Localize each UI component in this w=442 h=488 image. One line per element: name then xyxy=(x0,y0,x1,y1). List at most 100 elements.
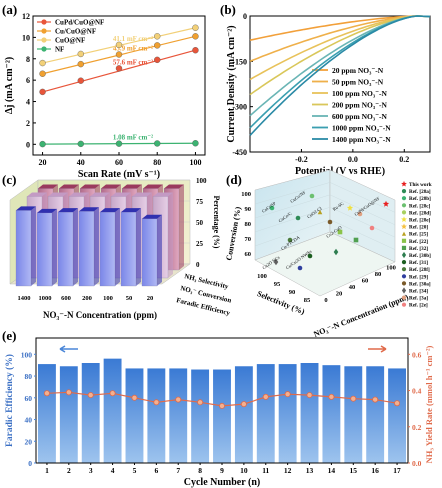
panel-a: (a) 20 40 60 80 100 0 2 4 6 8 10 12 Scan Rate (mV s⁻¹… xyxy=(2,2,206,180)
yield-point xyxy=(87,392,94,399)
legend-marker xyxy=(401,231,407,236)
legend-marker xyxy=(401,216,407,222)
conversion-axis-label: Conversion (%) xyxy=(224,206,242,262)
x-tick-label: 4 xyxy=(111,466,115,475)
x-tick-label: 5 xyxy=(133,466,137,475)
fe-bar xyxy=(213,369,231,463)
yield-point xyxy=(350,395,357,402)
legend-marker xyxy=(401,203,407,208)
legend-marker xyxy=(41,46,47,52)
panel-c: (c) 0 25 50 75 100 Percentage (%) 1400 1000 600 20… xyxy=(2,172,232,320)
legend-label: Cu/CuO@NF xyxy=(55,28,96,36)
fe-bar xyxy=(59,366,78,463)
z-tick-label: 50 xyxy=(196,219,204,227)
bar-3d-side xyxy=(136,208,141,286)
left-axis-arrow xyxy=(59,345,78,353)
concentration-tick-label: 20 xyxy=(336,291,343,298)
legend-label: 1400 ppm NO₃⁻-N xyxy=(332,135,391,144)
data-point xyxy=(327,219,333,225)
legend-marker xyxy=(401,295,407,300)
bar-3d-top xyxy=(122,184,142,189)
floor xyxy=(254,231,396,297)
y-tick-label: 100 xyxy=(21,350,33,359)
y-tick-label: 0 xyxy=(26,140,30,149)
legend-marker xyxy=(401,260,407,265)
z-tick-label: 75 xyxy=(196,198,204,206)
legend-label: CuPd/CuO@NF xyxy=(55,19,104,27)
bar-3d-side xyxy=(94,207,99,286)
y-tick-label: 60 xyxy=(25,394,33,403)
data-point xyxy=(269,205,275,211)
data-point xyxy=(192,140,199,147)
bar-3d-side xyxy=(168,192,173,278)
fe-bar xyxy=(234,366,253,463)
legend-label: 50 ppm NO₃⁻-N xyxy=(332,78,384,87)
data-point xyxy=(39,88,46,96)
data-point xyxy=(77,140,84,148)
grid-line xyxy=(329,207,396,238)
legend-label: Ref. [28d] xyxy=(409,210,431,216)
point-label: Ru-SC xyxy=(332,201,345,212)
legend-marker xyxy=(401,267,407,272)
data-point xyxy=(357,211,363,217)
slope-annotation: 43.9 mF cm⁻² xyxy=(113,44,153,52)
legend-label: 20 ppm NO₃⁻-N xyxy=(332,66,384,75)
yield-point xyxy=(175,396,182,403)
y2-tick-label: 0.4 xyxy=(412,387,422,396)
grid-line xyxy=(254,194,331,219)
x-tick-label: 7 xyxy=(176,466,180,475)
y-tick-label: 20 xyxy=(25,437,33,446)
lsv-curve xyxy=(249,15,431,63)
bar-3d-top xyxy=(69,192,89,197)
concentration-tick-label: 100 xyxy=(386,265,396,272)
x-tick-label: 50 xyxy=(126,295,133,302)
data-point xyxy=(273,258,279,266)
data-point xyxy=(115,51,123,58)
x-tick-label: 600 xyxy=(61,295,71,302)
conversion-tick-label: 70 xyxy=(245,236,252,243)
yield-point xyxy=(328,393,335,400)
z-axis-label: Percentage (%) xyxy=(212,196,221,249)
lsv-curve xyxy=(249,15,431,41)
selectivity-axis-label: Selectivity (%) xyxy=(256,289,306,316)
panel-b: (b) -0.2 0.0 0.2 0 -150 -300 -450 Potential (V v… xyxy=(220,2,431,177)
y-axis-label: Current Density (mA cm⁻²) xyxy=(226,25,237,142)
yield-point xyxy=(131,394,138,401)
data-point xyxy=(39,70,46,77)
panel-label: (b) xyxy=(220,2,236,17)
x-tick-label: 80 xyxy=(153,158,161,167)
legend-marker xyxy=(41,28,47,34)
x-tick-label: 0.2 xyxy=(399,155,409,164)
bar-3d xyxy=(57,211,74,287)
data-point xyxy=(382,200,390,207)
legend-label: Ref. [30a] xyxy=(409,281,431,287)
bar-3d-top xyxy=(38,184,58,189)
fe-bar xyxy=(366,366,385,463)
data-point xyxy=(309,193,315,199)
panel-label: (a) xyxy=(2,2,17,17)
legend-marker xyxy=(401,238,407,243)
x-tick-label: 200 xyxy=(82,295,92,302)
yield-point xyxy=(218,402,225,409)
yield-point xyxy=(306,392,313,399)
x-tick-label: 6 xyxy=(154,466,158,475)
x-tick-label: 1000 xyxy=(39,295,52,302)
legend-marker xyxy=(401,274,407,279)
concentration-tick-label: 40 xyxy=(349,284,356,291)
y-tick-label: 80 xyxy=(25,372,33,381)
fe-bar xyxy=(81,363,100,463)
yield-point xyxy=(197,399,204,406)
x-tick-label: 15 xyxy=(350,466,358,475)
yield-point xyxy=(372,396,379,403)
data-point xyxy=(317,209,323,215)
y2-tick-label: 0.2 xyxy=(412,423,422,432)
legend-label: Ref. [25] xyxy=(409,232,428,238)
legend-marker xyxy=(401,302,407,307)
bar-3d-top xyxy=(132,192,152,197)
grid-line xyxy=(254,219,331,247)
legend-label: Ref. [22] xyxy=(409,239,428,245)
legend-marker xyxy=(401,180,407,187)
data-point xyxy=(295,215,301,221)
yield-point xyxy=(153,399,160,406)
